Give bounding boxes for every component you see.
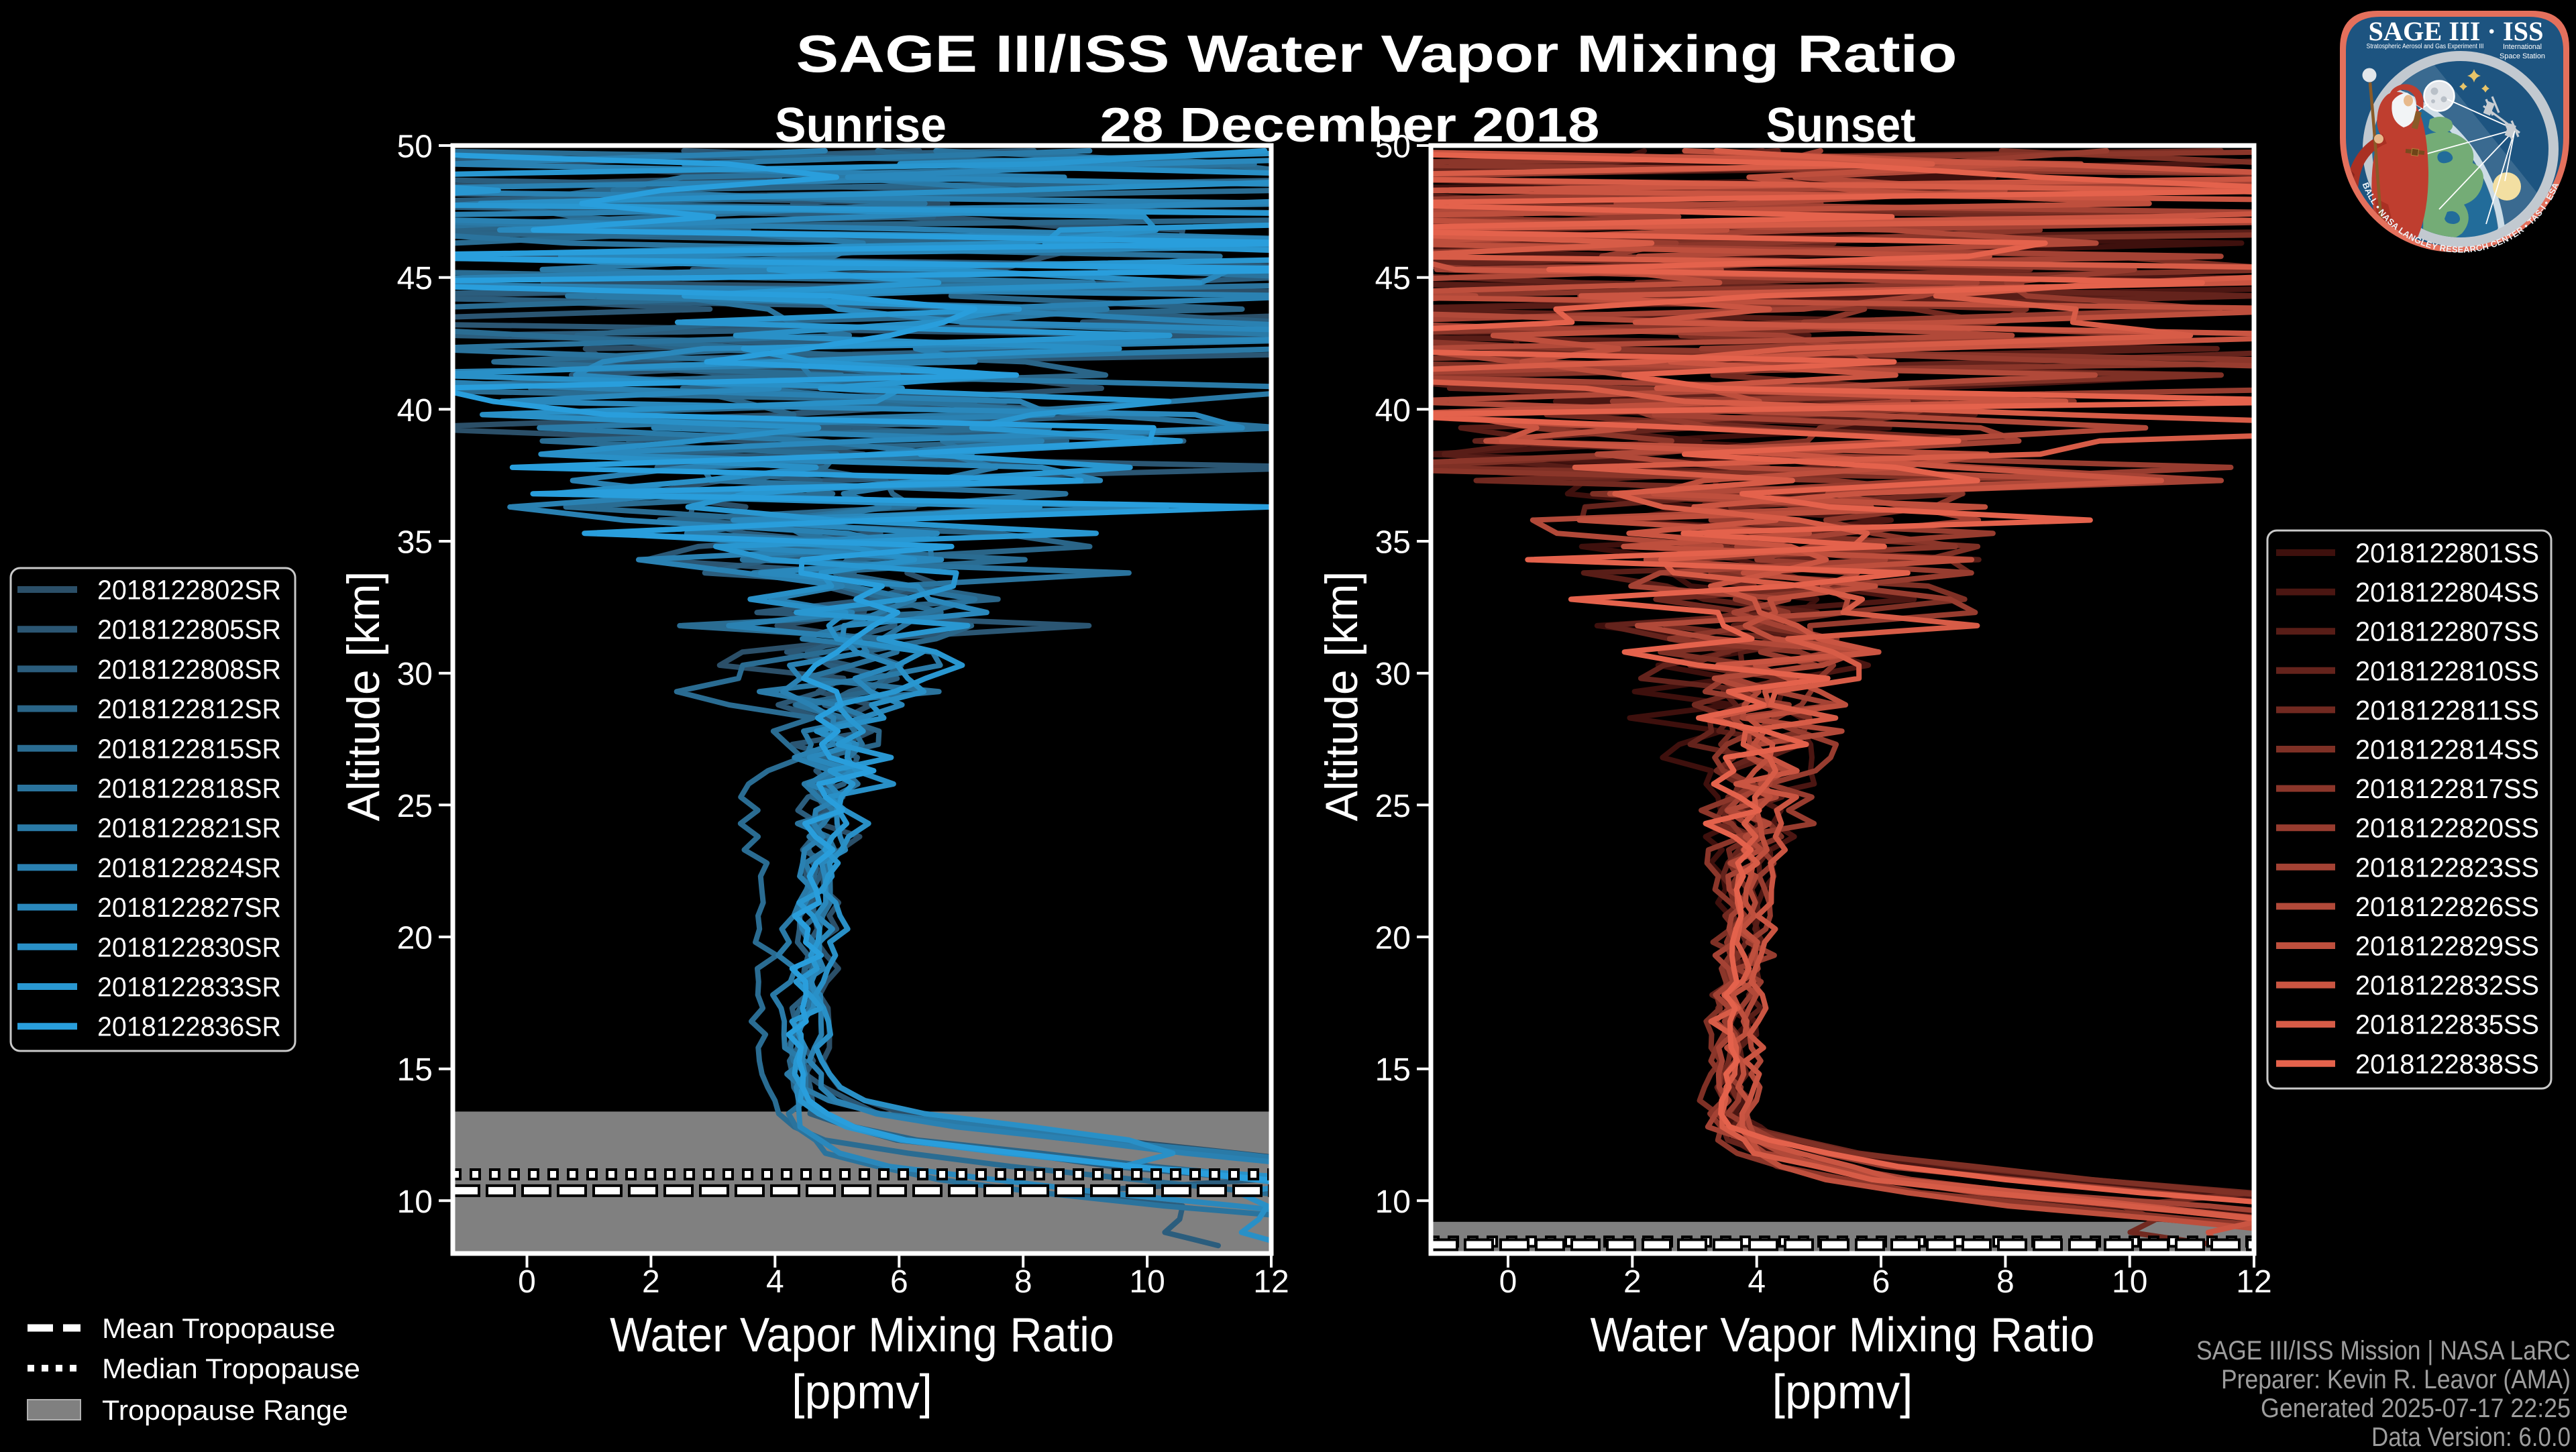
svg-text:2: 2 — [642, 1264, 660, 1300]
svg-text:Tropopause Range: Tropopause Range — [102, 1394, 348, 1426]
svg-text:Preparer: Kevin R. Leavor (AMA: Preparer: Kevin R. Leavor (AMA) — [2221, 1365, 2571, 1394]
svg-text:Sunrise: Sunrise — [775, 99, 947, 152]
svg-text:40: 40 — [1375, 393, 1411, 429]
svg-text:SAGE III/ISS Mission | NASA La: SAGE III/ISS Mission | NASA LaRC — [2196, 1336, 2571, 1365]
svg-text:12: 12 — [1253, 1264, 1289, 1300]
svg-text:30: 30 — [397, 657, 433, 692]
svg-text:10: 10 — [1375, 1184, 1411, 1220]
svg-text:40: 40 — [397, 393, 433, 429]
svg-text:2018122807SS: 2018122807SS — [2355, 616, 2539, 647]
svg-text:[ppmv]: [ppmv] — [792, 1365, 932, 1419]
svg-text:Generated 2025-07-17 22:25: Generated 2025-07-17 22:25 — [2261, 1394, 2571, 1423]
svg-text:6: 6 — [1872, 1264, 1890, 1300]
svg-text:2018122814SS: 2018122814SS — [2355, 734, 2539, 765]
svg-text:0: 0 — [1499, 1264, 1517, 1300]
svg-text:Data Version: 6.0.0: Data Version: 6.0.0 — [2371, 1422, 2571, 1449]
svg-text:SAGE III · ISS: SAGE III · ISS — [2369, 16, 2544, 46]
svg-text:2018122815SR: 2018122815SR — [97, 733, 281, 764]
svg-text:20: 20 — [1375, 921, 1411, 956]
svg-text:2018122824SR: 2018122824SR — [97, 852, 281, 883]
svg-text:2018122811SS: 2018122811SS — [2355, 695, 2539, 726]
svg-text:[ppmv]: [ppmv] — [1772, 1365, 1913, 1419]
svg-text:2018122835SS: 2018122835SS — [2355, 1009, 2539, 1040]
svg-text:10: 10 — [2112, 1264, 2147, 1300]
svg-text:45: 45 — [1375, 261, 1411, 296]
svg-text:25: 25 — [397, 789, 433, 824]
svg-text:45: 45 — [397, 261, 433, 296]
svg-text:2: 2 — [1623, 1264, 1642, 1300]
svg-text:4: 4 — [766, 1264, 784, 1300]
svg-text:Altitude [km]: Altitude [km] — [338, 571, 389, 822]
svg-text:Water Vapor Mixing Ratio: Water Vapor Mixing Ratio — [610, 1308, 1114, 1362]
svg-text:2018122836SR: 2018122836SR — [97, 1011, 281, 1042]
svg-text:2018122830SR: 2018122830SR — [97, 932, 281, 962]
svg-text:2018122810SS: 2018122810SS — [2355, 655, 2539, 686]
svg-text:8: 8 — [1996, 1264, 2015, 1300]
svg-text:50: 50 — [397, 129, 433, 165]
svg-text:SAGE III/ISS Water Vapor Mixin: SAGE III/ISS Water Vapor Mixing Ratio — [796, 24, 1957, 83]
svg-text:25: 25 — [1375, 789, 1411, 824]
svg-text:2018122808SR: 2018122808SR — [97, 654, 281, 685]
svg-text:Water Vapor Mixing Ratio: Water Vapor Mixing Ratio — [1591, 1308, 2095, 1362]
svg-text:2018122802SR: 2018122802SR — [97, 575, 281, 606]
svg-text:10: 10 — [397, 1184, 433, 1220]
svg-text:2018122826SS: 2018122826SS — [2355, 891, 2539, 922]
svg-text:Mean Tropopause: Mean Tropopause — [102, 1313, 335, 1344]
svg-text:2018122823SS: 2018122823SS — [2355, 852, 2539, 883]
svg-text:International: International — [2503, 43, 2542, 51]
svg-text:4: 4 — [1748, 1264, 1766, 1300]
svg-text:Space Station: Space Station — [2500, 52, 2545, 60]
svg-text:10: 10 — [1129, 1264, 1165, 1300]
svg-text:Stratospheric Aerosol and Gas: Stratospheric Aerosol and Gas Experiment… — [2367, 43, 2484, 50]
svg-text:2018122801SS: 2018122801SS — [2355, 538, 2539, 569]
svg-text:6: 6 — [890, 1264, 908, 1300]
svg-text:28 December 2018: 28 December 2018 — [1100, 99, 1600, 152]
svg-text:30: 30 — [1375, 657, 1411, 692]
svg-text:2018122817SS: 2018122817SS — [2355, 773, 2539, 804]
svg-text:8: 8 — [1014, 1264, 1032, 1300]
svg-text:50: 50 — [1375, 129, 1411, 165]
svg-text:2018122804SS: 2018122804SS — [2355, 577, 2539, 608]
svg-text:15: 15 — [1375, 1052, 1411, 1088]
svg-text:20: 20 — [397, 921, 433, 956]
svg-text:2018122820SS: 2018122820SS — [2355, 813, 2539, 844]
svg-text:2018122818SR: 2018122818SR — [97, 773, 281, 804]
svg-text:15: 15 — [397, 1052, 433, 1088]
svg-text:2018122833SR: 2018122833SR — [97, 972, 281, 1003]
svg-text:Median Tropopause: Median Tropopause — [102, 1353, 360, 1384]
svg-text:2018122821SR: 2018122821SR — [97, 813, 281, 844]
svg-text:2018122832SS: 2018122832SS — [2355, 970, 2539, 1001]
svg-text:2018122829SS: 2018122829SS — [2355, 931, 2539, 962]
svg-text:0: 0 — [518, 1264, 536, 1300]
svg-text:2018122805SR: 2018122805SR — [97, 614, 281, 645]
svg-text:Altitude [km]: Altitude [km] — [1316, 571, 1367, 822]
svg-text:2018122827SR: 2018122827SR — [97, 892, 281, 923]
svg-text:12: 12 — [2236, 1264, 2271, 1300]
svg-text:2018122838SS: 2018122838SS — [2355, 1048, 2539, 1079]
svg-text:2018122812SR: 2018122812SR — [97, 693, 281, 724]
svg-text:35: 35 — [1375, 525, 1411, 561]
svg-text:35: 35 — [397, 525, 433, 561]
svg-text:Sunset: Sunset — [1766, 99, 1916, 152]
